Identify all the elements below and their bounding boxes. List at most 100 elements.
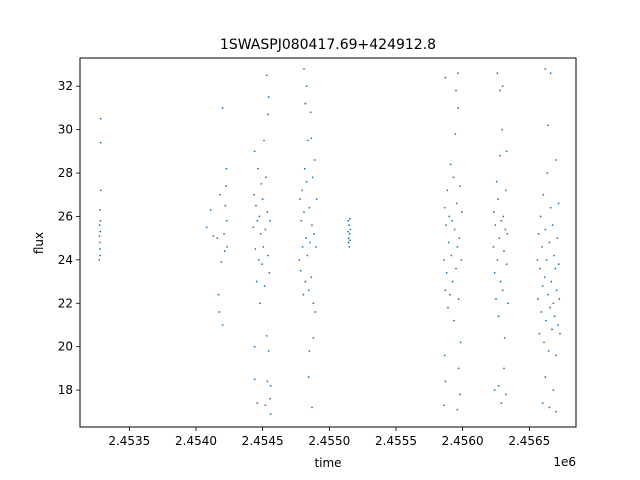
- data-point: [265, 334, 268, 337]
- data-point: [553, 254, 555, 257]
- data-point: [555, 289, 558, 292]
- data-point: [555, 159, 557, 161]
- data-point: [541, 285, 544, 287]
- data-point: [253, 193, 255, 196]
- data-point: [545, 319, 547, 322]
- x-tick-label: 2.4535: [108, 434, 150, 448]
- data-point: [503, 337, 506, 339]
- data-point: [305, 180, 308, 183]
- data-point: [217, 293, 220, 296]
- data-point: [456, 408, 459, 411]
- data-point: [301, 245, 304, 248]
- data-point: [99, 141, 102, 144]
- data-point: [546, 172, 549, 174]
- data-point: [253, 378, 256, 381]
- data-point: [98, 224, 101, 227]
- data-point: [298, 258, 301, 261]
- data-point: [443, 404, 445, 407]
- data-point: [499, 89, 501, 92]
- data-point: [443, 206, 446, 209]
- data-point: [493, 389, 496, 391]
- data-point: [549, 72, 552, 75]
- data-point: [310, 276, 313, 279]
- data-point: [348, 245, 351, 248]
- data-point: [559, 332, 561, 335]
- data-point: [457, 72, 459, 75]
- data-point: [307, 139, 309, 142]
- data-point: [98, 241, 101, 244]
- data-point: [548, 241, 551, 244]
- data-point: [255, 280, 258, 283]
- data-point: [255, 204, 257, 207]
- data-point: [299, 269, 302, 272]
- data-point: [501, 85, 504, 88]
- data-point: [218, 311, 221, 313]
- data-point: [347, 241, 350, 244]
- data-point: [308, 350, 311, 352]
- data-point: [257, 167, 259, 170]
- y-tick-label: 18: [58, 383, 73, 397]
- data-point: [262, 245, 265, 248]
- data-point: [310, 137, 313, 140]
- data-point: [459, 393, 461, 396]
- data-point: [264, 404, 267, 407]
- data-point: [558, 298, 561, 300]
- data-point: [554, 267, 557, 270]
- x-axis-offset-label: 1e6: [553, 455, 576, 469]
- y-tick-label: 28: [58, 166, 73, 180]
- data-point: [267, 350, 270, 352]
- data-point: [544, 67, 547, 70]
- data-point: [260, 182, 263, 185]
- data-point: [455, 267, 457, 270]
- data-point: [496, 72, 499, 75]
- data-point: [543, 341, 545, 344]
- data-point: [453, 319, 455, 322]
- data-point: [269, 219, 271, 222]
- data-point: [205, 226, 208, 229]
- data-point: [98, 209, 101, 211]
- data-point: [299, 198, 301, 200]
- data-point: [551, 328, 553, 331]
- data-point: [539, 215, 542, 218]
- data-point: [253, 345, 256, 348]
- data-point: [311, 406, 313, 409]
- data-point: [347, 219, 350, 222]
- data-point: [252, 226, 255, 229]
- data-point: [451, 280, 454, 283]
- data-point: [556, 237, 559, 240]
- data-point: [493, 211, 495, 214]
- data-point: [305, 85, 308, 88]
- data-point: [458, 237, 461, 240]
- x-tick-label: 2.4545: [242, 434, 284, 448]
- data-point: [461, 211, 463, 214]
- data-point: [557, 324, 559, 326]
- data-point: [447, 306, 449, 309]
- y-tick-label: 20: [58, 340, 73, 354]
- data-point: [543, 276, 546, 279]
- data-point: [447, 241, 450, 244]
- data-point: [455, 202, 458, 205]
- data-point: [313, 232, 315, 235]
- data-point: [266, 211, 269, 214]
- data-point: [505, 189, 507, 192]
- data-point: [495, 298, 497, 300]
- data-point: [549, 206, 552, 209]
- data-point: [220, 261, 223, 263]
- data-point: [269, 397, 271, 400]
- data-point: [223, 250, 226, 253]
- data-point: [497, 315, 500, 318]
- data-point: [496, 258, 499, 261]
- data-point: [541, 245, 543, 248]
- data-point: [225, 167, 228, 170]
- data-point: [259, 232, 262, 235]
- data-point: [263, 139, 265, 142]
- data-point: [99, 230, 102, 233]
- data-point: [309, 241, 311, 244]
- data-point: [312, 302, 315, 305]
- data-point: [552, 389, 555, 391]
- y-axis-label: flux: [32, 232, 46, 254]
- data-point: [313, 159, 316, 161]
- data-point: [492, 245, 495, 248]
- data-point: [225, 219, 228, 222]
